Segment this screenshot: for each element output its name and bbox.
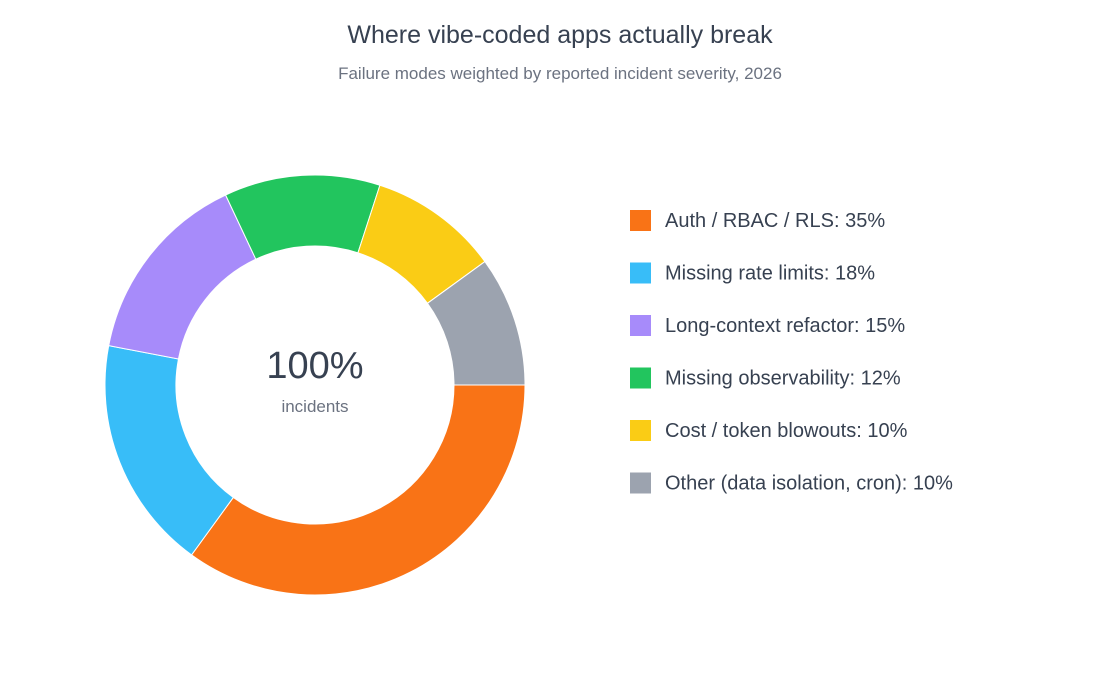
legend-item-cost-token-blowouts: Cost / token blowouts: 10% [630, 420, 908, 442]
slice-long-context-refactor [108, 194, 257, 360]
center-value: 100% [266, 345, 363, 387]
legend-item-missing-observability: Missing observability: 12% [630, 367, 901, 390]
legend-item-missing-rate-limits: Missing rate limits: 18% [630, 262, 875, 285]
legend-item-auth-rbac-rls: Auth / RBAC / RLS: 35% [630, 210, 885, 232]
legend-swatch [630, 367, 651, 389]
legend-item-other-data-isolation-cron: Other (data isolation, cron): 10% [630, 472, 953, 495]
chart-title: Where vibe-coded apps actually break [347, 21, 773, 49]
legend-swatch [630, 262, 651, 284]
legend-label: Long-context refactor: 15% [665, 315, 905, 337]
slice-auth-rbac-rls [190, 384, 526, 596]
legend-swatch [630, 210, 651, 231]
legend: Auth / RBAC / RLS: 35% Missing rate limit… [630, 210, 953, 495]
legend-item-long-context-refactor: Long-context refactor: 15% [630, 315, 905, 337]
center-label: incidents [281, 397, 348, 416]
slice-other-data-isolation-cron [426, 260, 526, 386]
legend-swatch [630, 420, 651, 441]
legend-swatch [630, 315, 651, 336]
chart-subtitle: Failure modes weighted by reported incid… [338, 64, 782, 83]
donut-slices [104, 174, 526, 596]
legend-label: Other (data isolation, cron): 10% [665, 473, 953, 495]
legend-swatch [630, 472, 651, 494]
legend-label: Auth / RBAC / RLS: 35% [665, 210, 885, 232]
legend-label: Missing rate limits: 18% [665, 263, 875, 285]
legend-label: Missing observability: 12% [665, 368, 901, 390]
legend-label: Cost / token blowouts: 10% [665, 420, 908, 442]
slice-missing-rate-limits [104, 345, 234, 556]
